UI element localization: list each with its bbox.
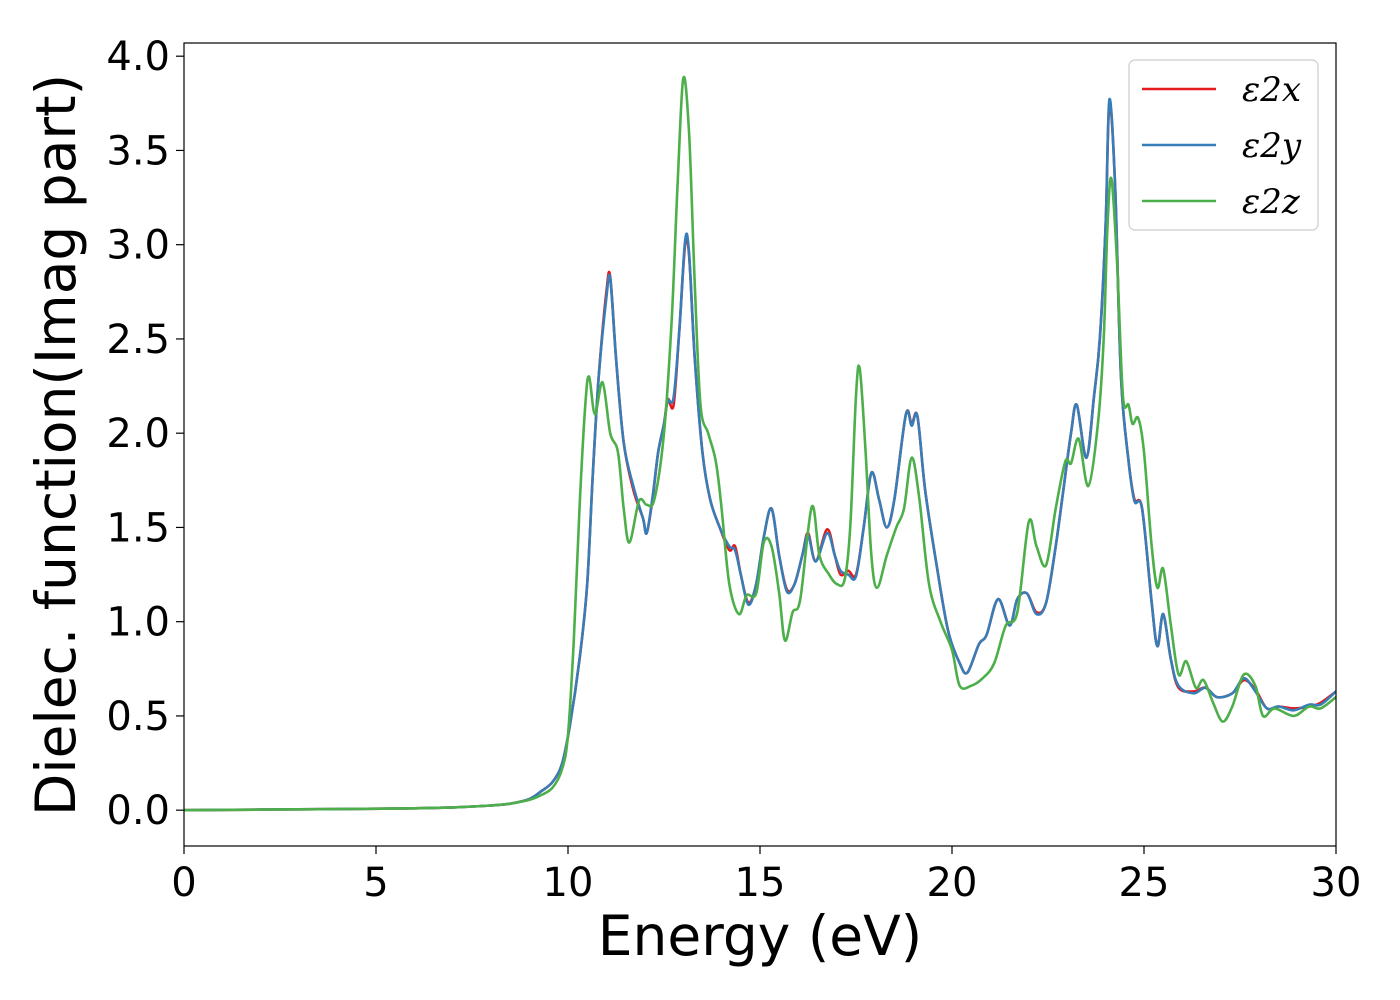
legend-label: ε2y <box>1242 126 1302 166</box>
legend: ε2x ε2y ε2z <box>1128 59 1319 231</box>
y-tick-label: 0.5 <box>106 694 170 740</box>
legend-box <box>1128 59 1319 231</box>
y-tick-label: 1.0 <box>106 600 170 646</box>
y-tick-label: 1.5 <box>106 505 170 551</box>
x-tick-label: 15 <box>735 860 786 906</box>
y-tick-label: 2.5 <box>106 317 170 363</box>
x-tick-label: 25 <box>1119 860 1170 906</box>
x-tick-label: 10 <box>543 860 594 906</box>
legend-label: ε2z <box>1242 182 1301 222</box>
series-line-2 <box>184 97 1336 812</box>
series-line-3 <box>184 75 1336 812</box>
y-axis: 0.0 0.5 1.0 1.5 2.0 2.5 3.0 3.5 4.0 <box>106 34 184 834</box>
x-tick-label: 30 <box>1311 860 1362 906</box>
x-axis: 0 5 10 15 20 25 30 <box>171 846 1361 906</box>
x-tick-label: 5 <box>363 860 388 906</box>
y-tick-label: 3.0 <box>106 223 170 269</box>
y-tick-label: 0.0 <box>106 788 170 834</box>
y-axis-label: Dielec. function(Imag part) <box>24 74 88 816</box>
x-tick-label: 20 <box>927 860 978 906</box>
x-tick-label: 0 <box>171 860 196 906</box>
series-layer <box>184 75 1336 812</box>
y-tick-label: 4.0 <box>106 34 170 80</box>
x-axis-label: Energy (eV) <box>598 904 922 968</box>
legend-label: ε2x <box>1242 70 1301 110</box>
y-tick-label: 3.5 <box>106 128 170 174</box>
y-tick-label: 2.0 <box>106 411 170 457</box>
